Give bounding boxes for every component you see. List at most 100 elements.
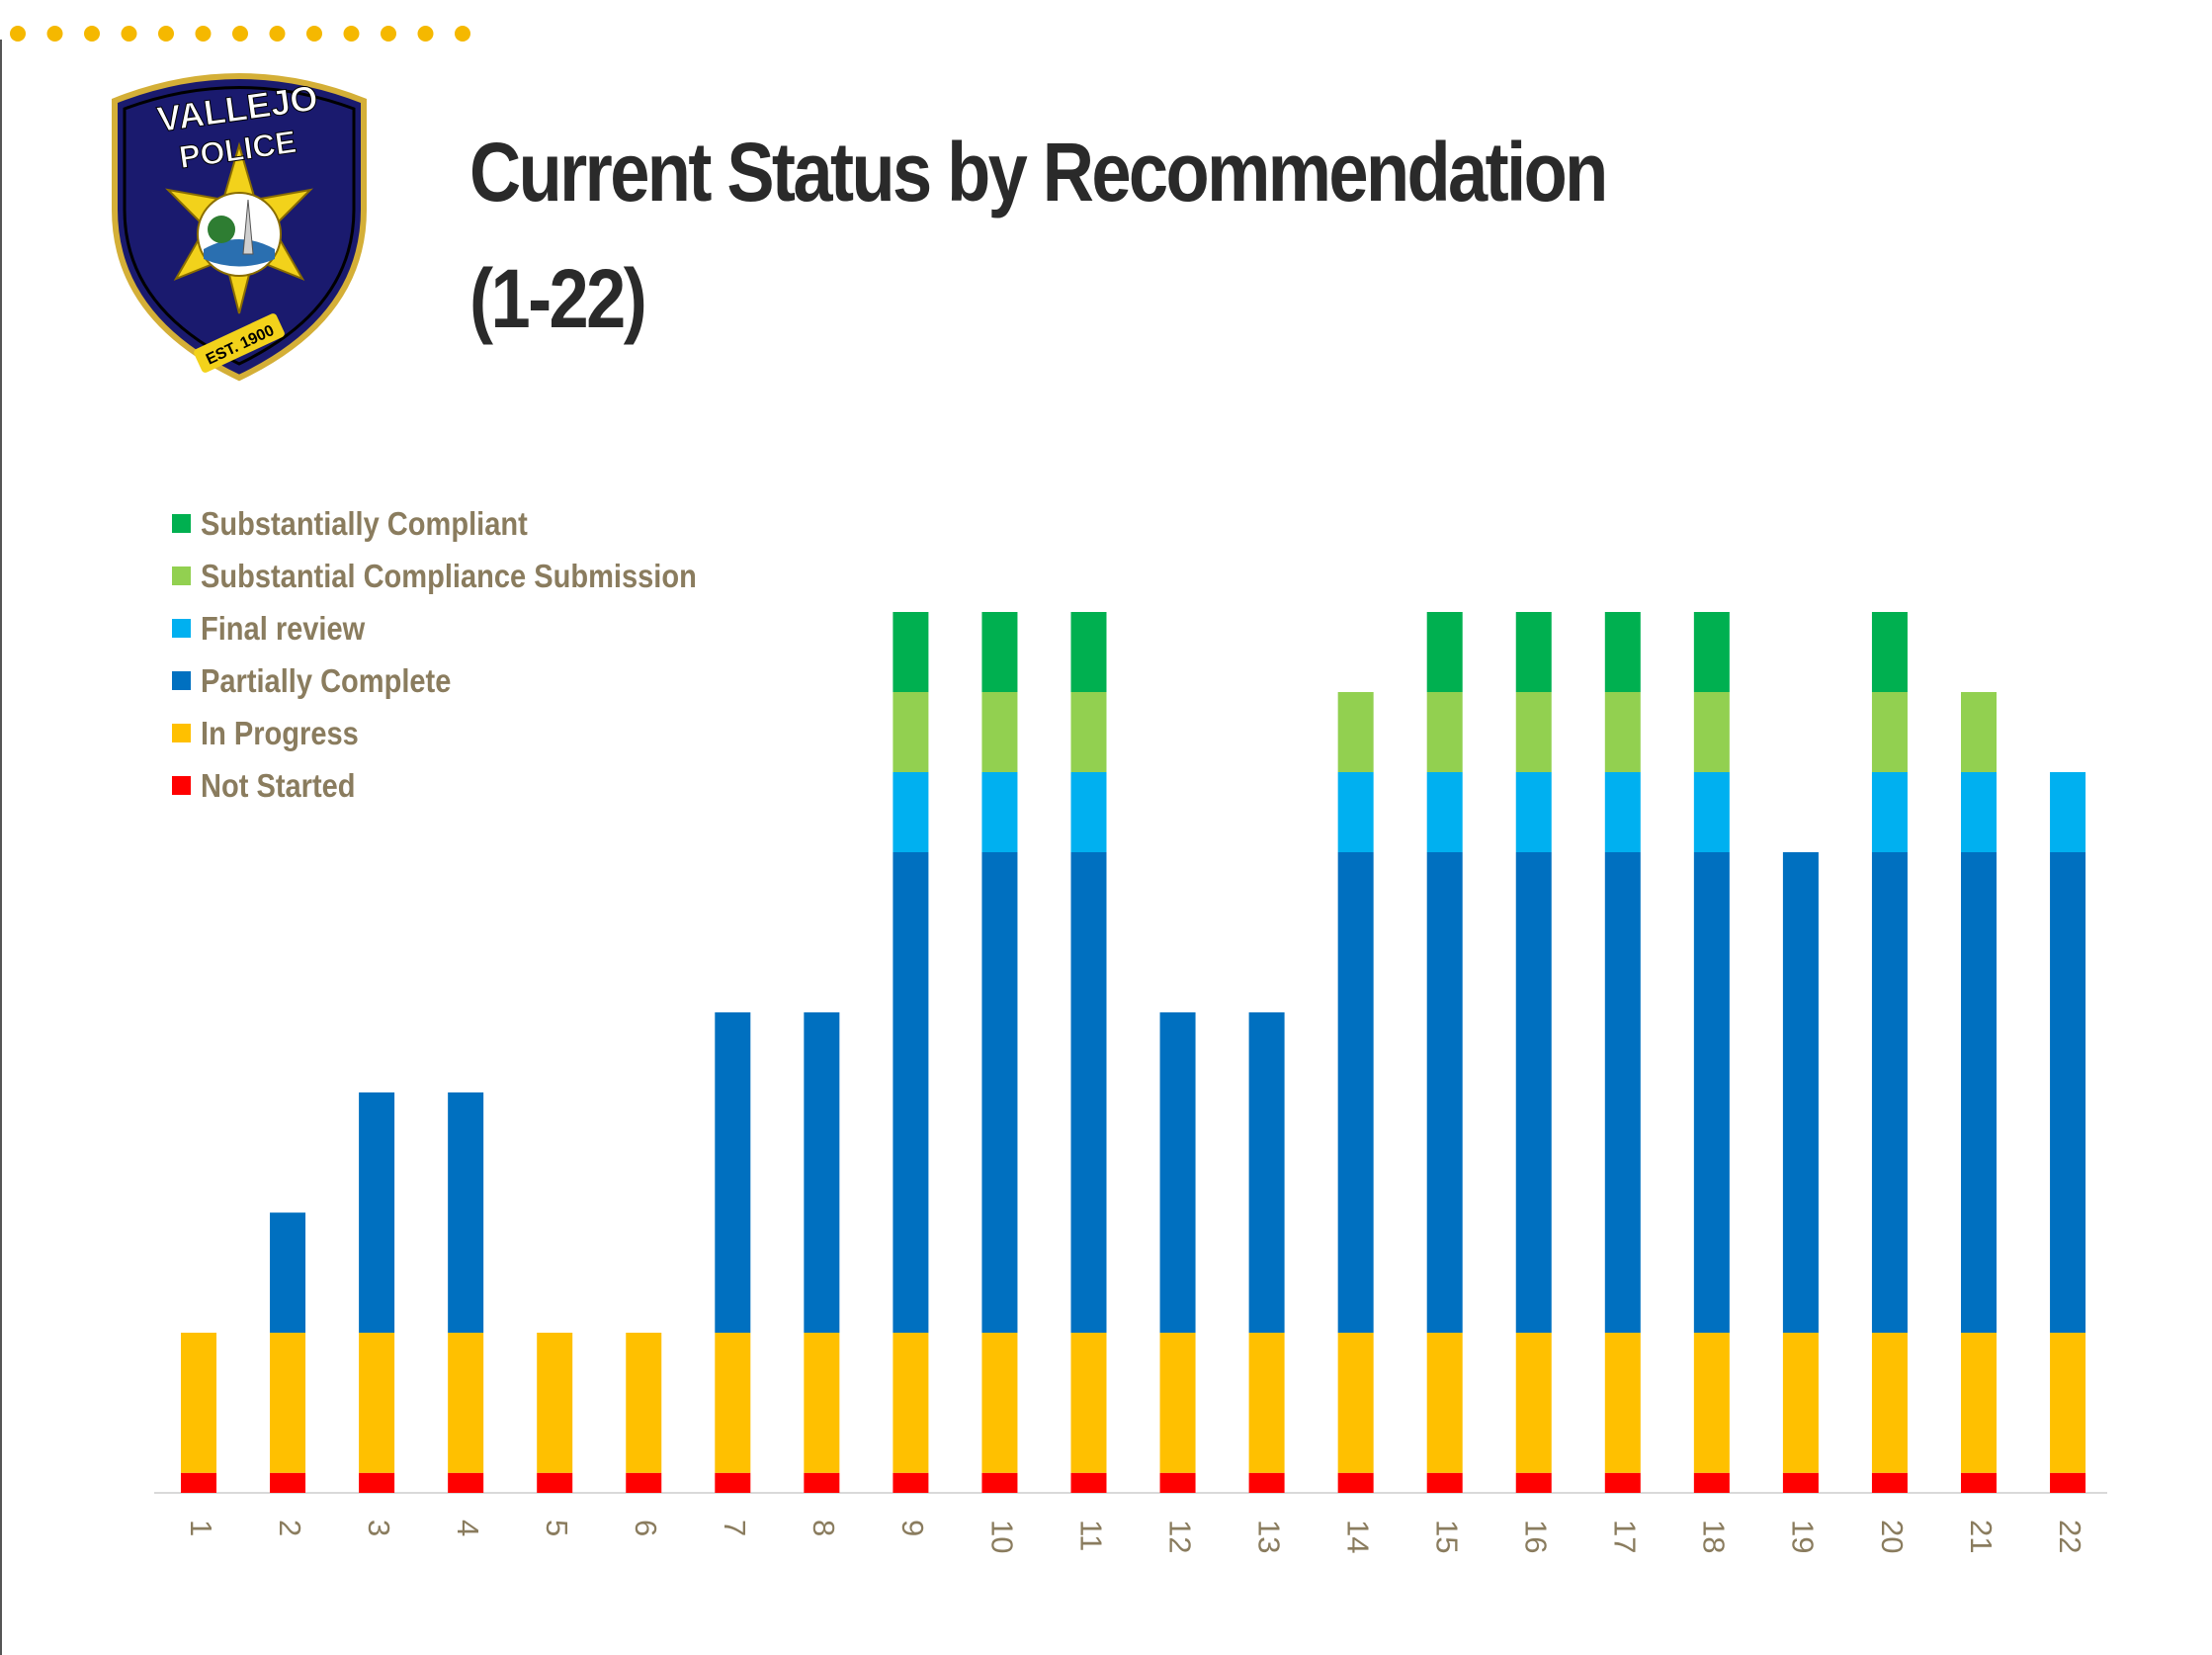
x-tick-label: 6: [629, 1520, 663, 1536]
x-tick-label: 16: [1519, 1520, 1554, 1553]
bar-segment-in-progress-20: [1871, 1333, 1908, 1473]
bar-segment-not-started-6: [626, 1472, 662, 1493]
bar-segment-partially-complete-17: [1604, 852, 1641, 1333]
bar-segment-partially-complete-13: [1248, 1012, 1285, 1333]
bar-segment-not-started-10: [981, 1472, 1018, 1493]
legend-swatch: [172, 514, 191, 533]
legend-item: Not Started: [172, 759, 764, 812]
bar-segment-partially-complete-9: [893, 852, 929, 1333]
bar-segment-substantial-compliance-submission-15: [1426, 692, 1463, 772]
bar-segment-substantial-compliance-submission-11: [1070, 692, 1107, 772]
legend-swatch: [172, 619, 191, 638]
x-tick-label: 2: [273, 1520, 307, 1536]
left-border-line: [0, 40, 2, 1655]
bar-segment-substantially-compliant-10: [981, 612, 1018, 692]
decorative-dot: [121, 26, 137, 42]
bar-segment-substantially-compliant-17: [1604, 612, 1641, 692]
bar-segment-partially-complete-22: [2050, 852, 2086, 1333]
bar-segment-substantial-compliance-submission-16: [1515, 692, 1552, 772]
bar-segment-not-started-5: [537, 1472, 573, 1493]
bar-segment-not-started-21: [1961, 1472, 1997, 1493]
x-tick-label: 4: [451, 1520, 485, 1536]
bar-segment-in-progress-11: [1070, 1333, 1107, 1473]
bar-segment-final-review-18: [1693, 772, 1730, 852]
bar-segment-not-started-9: [893, 1472, 929, 1493]
decorative-dot: [381, 26, 396, 42]
bar-segment-not-started-8: [804, 1472, 840, 1493]
bar-segment-partially-complete-14: [1337, 852, 1374, 1333]
bar-segment-substantial-compliance-submission-18: [1693, 692, 1730, 772]
x-tick-label: 17: [1608, 1520, 1643, 1553]
x-tick-label: 12: [1162, 1520, 1197, 1553]
bar-segment-substantial-compliance-submission-21: [1961, 692, 1997, 772]
bar-segment-in-progress-16: [1515, 1333, 1552, 1473]
decorative-dot: [84, 26, 100, 42]
x-tick-label: 15: [1430, 1520, 1465, 1553]
bar-segment-in-progress-21: [1961, 1333, 1997, 1473]
bar-segment-substantially-compliant-9: [893, 612, 929, 692]
bar-segment-substantially-compliant-16: [1515, 612, 1552, 692]
legend-swatch: [172, 671, 191, 690]
bar-segment-not-started-19: [1782, 1472, 1819, 1493]
title-line-1: Current Status by Recommendation: [469, 126, 1608, 218]
bar-segment-not-started-22: [2050, 1472, 2086, 1493]
bar-segment-partially-complete-19: [1782, 852, 1819, 1333]
bar-segment-substantially-compliant-15: [1426, 612, 1463, 692]
legend-label: Not Started: [201, 766, 356, 804]
x-tick-label: 9: [895, 1520, 930, 1536]
bar-segment-not-started-2: [270, 1472, 306, 1493]
decorative-dot: [195, 26, 212, 42]
bar-segment-in-progress-14: [1337, 1333, 1374, 1473]
bar-segment-substantial-compliance-submission-9: [893, 692, 929, 772]
bar-segment-partially-complete-11: [1070, 852, 1107, 1333]
bar-segment-final-review-20: [1871, 772, 1908, 852]
bar-segment-substantially-compliant-11: [1070, 612, 1107, 692]
x-tick-label: 13: [1251, 1520, 1286, 1553]
bar-segment-substantially-compliant-18: [1693, 612, 1730, 692]
legend-swatch: [172, 566, 191, 585]
x-tick-label: 7: [718, 1520, 752, 1536]
x-tick-label: 1: [184, 1520, 218, 1536]
bar-segment-in-progress-19: [1782, 1333, 1819, 1473]
bar-segment-in-progress-10: [981, 1333, 1018, 1473]
bar-segment-partially-complete-21: [1961, 852, 1997, 1333]
bar-segment-substantial-compliance-submission-14: [1337, 692, 1374, 772]
x-tick-label: 19: [1786, 1520, 1821, 1553]
bar-segment-partially-complete-7: [715, 1012, 751, 1333]
bar-segment-final-review-21: [1961, 772, 1997, 852]
x-tick-label: 11: [1073, 1520, 1108, 1551]
decorative-dot: [343, 26, 360, 42]
bar-segment-in-progress-4: [448, 1333, 484, 1473]
bar-segment-partially-complete-8: [804, 1012, 840, 1333]
x-tick-label: 21: [1964, 1520, 1999, 1553]
bar-segment-final-review-9: [893, 772, 929, 852]
bar-segment-partially-complete-20: [1871, 852, 1908, 1333]
x-tick-label: 20: [1875, 1520, 1910, 1553]
decorative-dot: [46, 26, 63, 42]
decorative-dot: [158, 26, 174, 42]
decorative-dot: [232, 26, 248, 42]
legend-label: In Progress: [201, 714, 359, 751]
bar-segment-not-started-15: [1426, 1472, 1463, 1493]
vallejo-police-badge-logo: VALLEJO POLICE EST. 1900: [112, 73, 367, 382]
bar-segment-not-started-13: [1248, 1472, 1285, 1493]
page-title: Current Status by Recommendation (1-22): [469, 109, 1744, 362]
x-tick-label: 22: [2053, 1520, 2087, 1553]
bar-segment-final-review-22: [2050, 772, 2086, 852]
bar-segment-in-progress-8: [804, 1333, 840, 1473]
bar-segment-final-review-10: [981, 772, 1018, 852]
x-tick-label: 14: [1340, 1520, 1375, 1553]
decorative-dot-row: [10, 26, 470, 42]
legend-swatch: [172, 724, 191, 742]
bar-segment-not-started-11: [1070, 1472, 1107, 1493]
bar-segment-partially-complete-10: [981, 852, 1018, 1333]
decorative-dot: [269, 26, 286, 42]
bar-segment-in-progress-3: [359, 1333, 395, 1473]
bar-segment-not-started-7: [715, 1472, 751, 1493]
bar-segment-not-started-17: [1604, 1472, 1641, 1493]
bar-segment-in-progress-18: [1693, 1333, 1730, 1473]
x-tick-label: 3: [362, 1520, 396, 1536]
bar-segment-in-progress-22: [2050, 1333, 2086, 1473]
bar-segment-partially-complete-2: [270, 1212, 306, 1333]
